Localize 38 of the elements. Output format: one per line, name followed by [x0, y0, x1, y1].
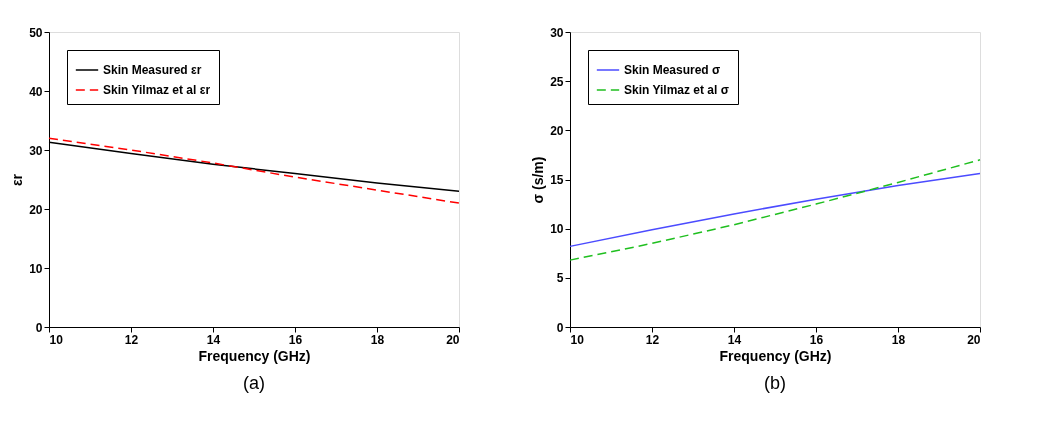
y-tick-label: 40 — [29, 84, 43, 99]
x-tick-label: 16 — [809, 332, 824, 347]
x-tick-label: 12 — [124, 332, 139, 347]
y-axis-title: σ (s/m) — [530, 156, 547, 204]
line-series — [48, 137, 460, 204]
x-axis-title: Frequency (GHz) — [719, 347, 832, 364]
x-tick-label: 20 — [446, 332, 460, 347]
x-tick-label: 10 — [49, 332, 64, 347]
legend-label: Skin Yilmaz et al σ — [624, 83, 729, 97]
legend-label: Skin Measured εr — [103, 63, 202, 77]
y-tick-label: 0 — [35, 320, 43, 335]
y-tick-label: 30 — [550, 25, 564, 40]
x-tick-label: 14 — [727, 332, 742, 347]
x-tick-label: 18 — [891, 332, 906, 347]
x-tick-label: 20 — [967, 332, 981, 347]
y-tick-label: 10 — [29, 261, 43, 276]
x-tick-label: 12 — [645, 332, 660, 347]
legend-label: Skin Yilmaz et al εr — [103, 83, 211, 97]
line-series — [569, 172, 981, 248]
y-tick-label: 20 — [29, 202, 43, 217]
x-axis-title: Frequency (GHz) — [198, 347, 311, 364]
y-tick-label: 50 — [29, 25, 43, 40]
y-axis-title: εr — [9, 173, 26, 187]
y-tick-label: 25 — [550, 74, 564, 89]
y-tick-label: 30 — [29, 143, 43, 158]
text: (b) — [764, 373, 786, 393]
y-tick-label: 0 — [556, 320, 564, 335]
text: (a) — [243, 373, 265, 393]
y-tick-label: 10 — [550, 222, 564, 237]
x-tick-label: 18 — [370, 332, 385, 347]
y-tick-label: 20 — [550, 123, 564, 138]
x-tick-label: 16 — [288, 332, 303, 347]
y-tick-label: 5 — [556, 271, 564, 286]
x-tick-label: 14 — [206, 332, 221, 347]
line-series — [569, 159, 981, 261]
x-tick-label: 10 — [570, 332, 585, 347]
legend-label: Skin Measured σ — [624, 63, 721, 77]
y-tick-label: 15 — [550, 173, 564, 187]
